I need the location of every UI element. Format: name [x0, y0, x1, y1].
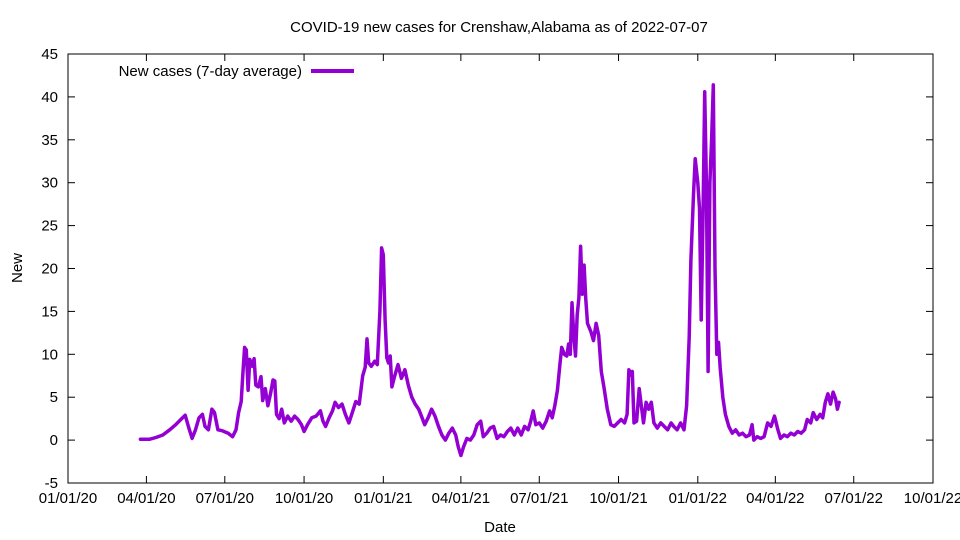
x-tick-label: 04/01/22	[746, 490, 804, 507]
y-tick-label: 25	[41, 218, 58, 235]
x-tick-label: 07/01/21	[510, 490, 568, 507]
y-tick-label: -5	[45, 475, 58, 492]
y-axis: -5 0 5 10 15 20 25 30 35 40 45	[41, 46, 933, 492]
x-axis-label: Date	[484, 519, 516, 536]
chart-title: COVID-19 new cases for Crenshaw,Alabama …	[290, 19, 708, 36]
plot-frame	[67, 53, 934, 484]
y-tick-label: 5	[50, 389, 58, 406]
series-layer	[138, 83, 841, 458]
x-tick-label: 07/01/22	[825, 490, 883, 507]
x-tick-label: 01/01/22	[669, 490, 727, 507]
x-axis: 01/01/20 04/01/20 07/01/20 10/01/20 01/01/21…	[39, 54, 960, 507]
y-tick-label: 15	[41, 303, 58, 320]
y-tick-label: 0	[50, 432, 58, 449]
legend: New cases (7-day average)	[119, 63, 354, 80]
x-tick-label: 10/01/22	[904, 490, 960, 507]
x-tick-label: 10/01/21	[589, 490, 647, 507]
x-tick-label: 10/01/20	[275, 490, 333, 507]
legend-label: New cases (7-day average)	[119, 63, 302, 80]
y-tick-label: 40	[41, 89, 58, 106]
x-tick-label: 01/01/21	[354, 490, 412, 507]
series-line-0	[138, 83, 841, 458]
x-tick-label: 04/01/20	[117, 490, 175, 507]
x-tick-label: 04/01/21	[432, 490, 490, 507]
y-tick-label: 45	[41, 46, 58, 63]
x-tick-label: 07/01/20	[196, 490, 254, 507]
y-tick-label: 30	[41, 175, 58, 192]
x-tick-label: 01/01/20	[39, 490, 97, 507]
y-tick-label: 35	[41, 132, 58, 149]
y-tick-label: 10	[41, 346, 58, 363]
y-tick-label: 20	[41, 261, 58, 278]
y-axis-label: New	[9, 253, 26, 283]
